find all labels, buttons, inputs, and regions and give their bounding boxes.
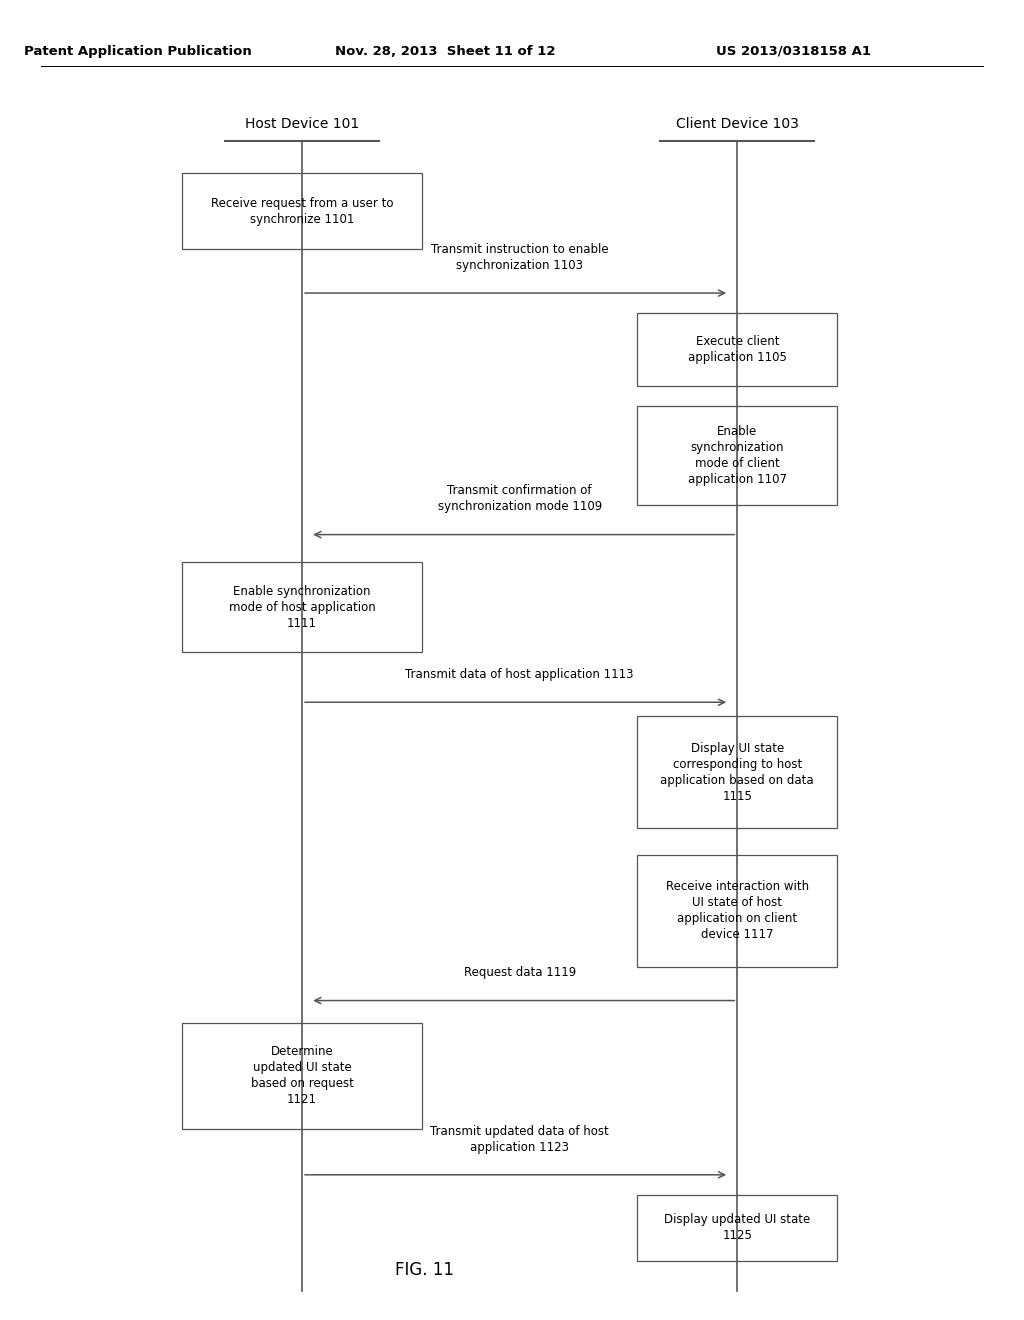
Bar [637,855,837,966]
Bar [637,314,837,385]
Text: Request data 1119: Request data 1119 [464,966,575,979]
Text: Nov. 28, 2013  Sheet 11 of 12: Nov. 28, 2013 Sheet 11 of 12 [335,45,556,58]
Text: Transmit updated data of host
application 1123: Transmit updated data of host applicatio… [430,1125,609,1154]
Text: Transmit data of host application 1113: Transmit data of host application 1113 [406,668,634,681]
Bar [637,1195,837,1261]
Text: Receive request from a user to
synchronize 1101: Receive request from a user to synchroni… [211,197,393,226]
Text: Enable synchronization
mode of host application
1111: Enable synchronization mode of host appl… [228,585,376,630]
Text: FIG. 11: FIG. 11 [395,1261,455,1279]
Bar [182,173,422,249]
Bar [182,562,422,652]
Text: Transmit instruction to enable
synchronization 1103: Transmit instruction to enable synchroni… [431,243,608,272]
Text: Display UI state
corresponding to host
application based on data
1115: Display UI state corresponding to host a… [660,742,814,803]
Text: Transmit confirmation of
synchronization mode 1109: Transmit confirmation of synchronization… [437,484,602,513]
Text: Host Device 101: Host Device 101 [245,117,359,131]
Text: Patent Application Publication: Patent Application Publication [25,45,252,58]
Text: Client Device 103: Client Device 103 [676,117,799,131]
Text: Enable
synchronization
mode of client
application 1107: Enable synchronization mode of client ap… [688,425,786,486]
Text: US 2013/0318158 A1: US 2013/0318158 A1 [716,45,871,58]
Bar [182,1023,422,1129]
Text: Display updated UI state
1125: Display updated UI state 1125 [665,1213,810,1242]
Text: Receive interaction with
UI state of host
application on client
device 1117: Receive interaction with UI state of hos… [666,880,809,941]
Bar [637,407,837,504]
Bar [637,715,837,829]
Text: Determine
updated UI state
based on request
1121: Determine updated UI state based on requ… [251,1045,353,1106]
Text: Execute client
application 1105: Execute client application 1105 [688,335,786,364]
